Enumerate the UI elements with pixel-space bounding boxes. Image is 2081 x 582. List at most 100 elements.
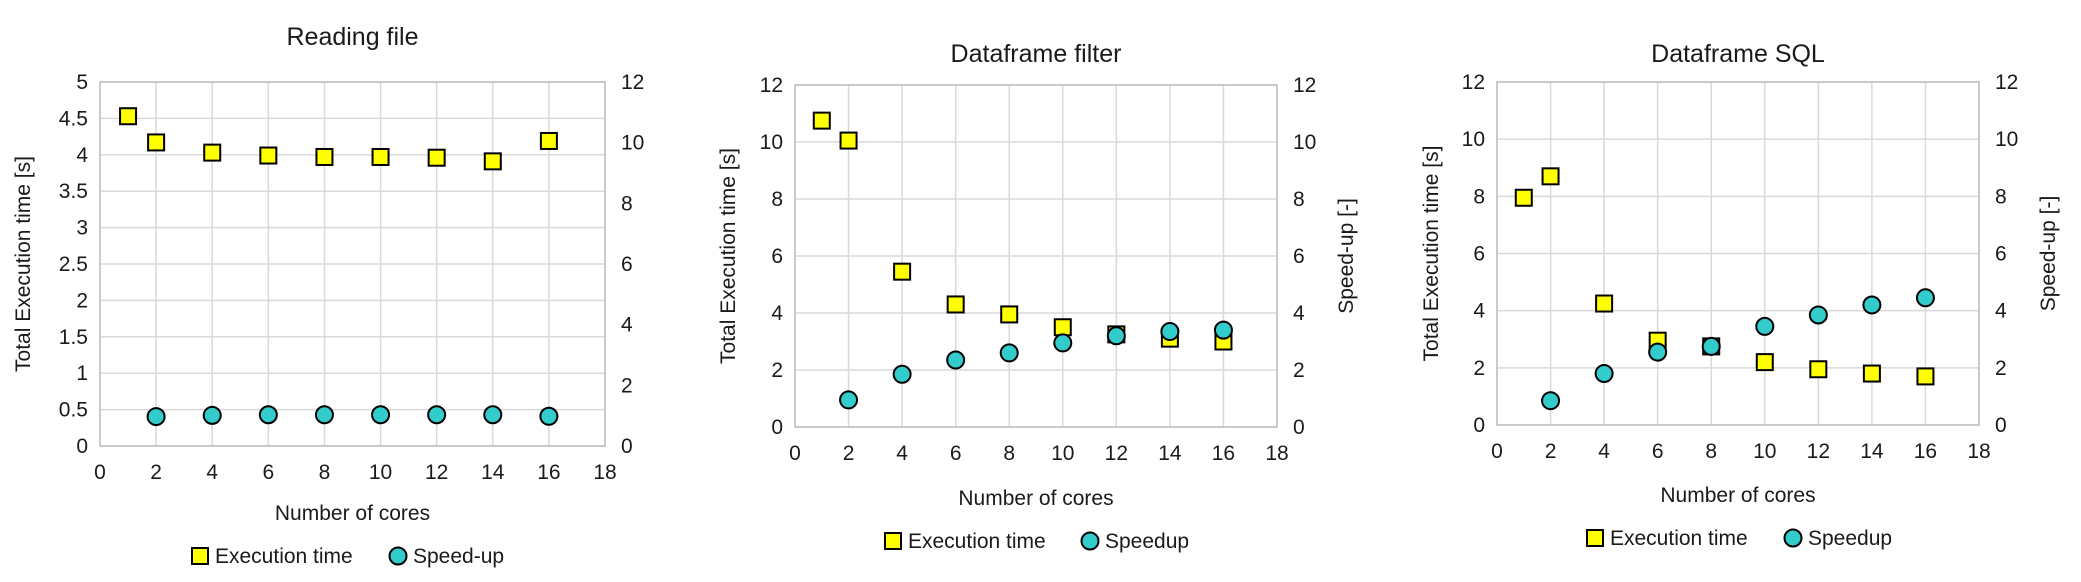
plot-frame bbox=[794, 84, 1278, 428]
legend-square-icon bbox=[1586, 529, 1604, 547]
x-tick-label: 10 bbox=[369, 461, 392, 484]
y-tick-label: 4 bbox=[771, 302, 783, 325]
speedup-marker bbox=[1648, 342, 1668, 362]
x-tick-label: 14 bbox=[1860, 440, 1884, 463]
y-tick-label: 8 bbox=[1473, 185, 1485, 208]
x-tick-label: 4 bbox=[1598, 440, 1610, 463]
speedup-marker bbox=[1213, 320, 1233, 340]
x-tick-label: 10 bbox=[1051, 442, 1074, 465]
y2-tick-label: 12 bbox=[1995, 71, 2018, 94]
execution-time-marker bbox=[371, 147, 390, 166]
y2-tick-label: 8 bbox=[621, 192, 633, 215]
y2-tick-label: 2 bbox=[621, 374, 633, 397]
series-execution-time bbox=[812, 111, 1233, 351]
x-tick-label: 4 bbox=[896, 442, 908, 465]
x-tick-label: 4 bbox=[206, 461, 218, 484]
execution-time-marker bbox=[315, 147, 334, 166]
x-tick-label: 18 bbox=[1967, 440, 1990, 463]
y2-tick-label: 8 bbox=[1293, 188, 1305, 211]
speedup-marker bbox=[1701, 336, 1721, 356]
series-execution-time bbox=[1514, 167, 1935, 386]
y2-tick-label: 6 bbox=[1995, 243, 2007, 266]
speedup-marker bbox=[1160, 322, 1180, 342]
execution-time-marker bbox=[1000, 305, 1019, 324]
y2-tick-label: 0 bbox=[621, 435, 633, 458]
speedup-marker bbox=[258, 405, 278, 425]
speedup-marker bbox=[1053, 333, 1073, 353]
x-tick-label: 2 bbox=[1545, 440, 1557, 463]
execution-time-marker bbox=[1595, 294, 1614, 313]
x-tick-label: 14 bbox=[1158, 442, 1182, 465]
y-tick-label: 5 bbox=[76, 71, 88, 94]
speedup-marker bbox=[539, 406, 559, 426]
legend-circle-icon bbox=[1783, 528, 1803, 548]
y-tick-label: 4.5 bbox=[59, 107, 88, 130]
y-tick-label: 2 bbox=[771, 359, 783, 382]
chart-title: Dataframe SQL bbox=[1651, 40, 1825, 68]
x-axis-label: Number of cores bbox=[275, 502, 430, 525]
speedup-marker bbox=[1808, 305, 1828, 325]
y2-tick-label: 2 bbox=[1995, 357, 2007, 380]
execution-time-marker bbox=[1541, 167, 1560, 186]
speedup-marker bbox=[1862, 295, 1882, 315]
execution-time-marker bbox=[259, 146, 278, 165]
x-tick-label: 2 bbox=[843, 442, 855, 465]
execution-time-marker bbox=[427, 148, 446, 167]
y2-axis-label: Speed-up [-] bbox=[2037, 196, 2060, 312]
speedup-marker bbox=[202, 405, 222, 425]
execution-time-marker bbox=[203, 143, 222, 162]
legend-label: Execution time bbox=[215, 545, 353, 568]
speedup-marker bbox=[314, 405, 334, 425]
x-axis-label: Number of cores bbox=[1660, 484, 1815, 507]
y-tick-label: 8 bbox=[771, 188, 783, 211]
y-tick-label: 0 bbox=[771, 416, 783, 439]
x-tick-label: 16 bbox=[1212, 442, 1235, 465]
speedup-marker bbox=[146, 407, 166, 427]
x-axis-label: Number of cores bbox=[958, 487, 1113, 510]
legend-label: Execution time bbox=[1610, 527, 1748, 550]
y-tick-label: 12 bbox=[760, 74, 783, 97]
y2-tick-label: 0 bbox=[1995, 414, 2007, 437]
speedup-marker bbox=[1755, 316, 1775, 336]
y2-tick-label: 2 bbox=[1293, 359, 1305, 382]
y-tick-label: 10 bbox=[760, 131, 783, 154]
legend-square-icon bbox=[884, 532, 902, 550]
y-tick-label: 0 bbox=[76, 435, 88, 458]
execution-time-marker bbox=[1916, 367, 1935, 386]
x-tick-label: 16 bbox=[537, 461, 560, 484]
y2-tick-label: 6 bbox=[1293, 245, 1305, 268]
execution-time-marker bbox=[1053, 318, 1072, 337]
y2-tick-label: 10 bbox=[621, 132, 644, 155]
execution-time-marker bbox=[812, 111, 831, 130]
x-tick-label: 0 bbox=[1491, 440, 1503, 463]
x-tick-label: 0 bbox=[94, 461, 106, 484]
y-tick-label: 6 bbox=[771, 245, 783, 268]
y2-tick-label: 10 bbox=[1293, 131, 1316, 154]
y-tick-label: 3.5 bbox=[59, 180, 88, 203]
x-tick-label: 8 bbox=[1705, 440, 1717, 463]
speedup-marker bbox=[892, 364, 912, 384]
y-axis-label: Total Execution time [s] bbox=[12, 156, 35, 372]
y-tick-label: 4 bbox=[76, 144, 88, 167]
speedup-marker bbox=[1594, 364, 1614, 384]
speedup-marker bbox=[371, 405, 391, 425]
chart-panel-1: 00.511.522.533.544.550 2 4 6 8 10 12 14 16 180246… bbox=[12, 23, 644, 568]
speedup-marker bbox=[999, 343, 1019, 363]
y-tick-label: 3 bbox=[76, 217, 88, 240]
y-tick-label: 2.5 bbox=[59, 253, 88, 276]
x-tick-label: 12 bbox=[425, 461, 448, 484]
x-tick-label: 18 bbox=[1265, 442, 1288, 465]
legend-label: Execution time bbox=[908, 530, 1046, 553]
x-tick-label: 8 bbox=[319, 461, 331, 484]
y2-tick-label: 4 bbox=[1995, 300, 2007, 323]
execution-time-marker bbox=[1514, 188, 1533, 207]
y2-tick-label: 6 bbox=[621, 253, 633, 276]
x-tick-label: 2 bbox=[150, 461, 162, 484]
y2-tick-label: 12 bbox=[621, 71, 644, 94]
legend-circle-icon bbox=[1080, 531, 1100, 551]
y-tick-label: 0.5 bbox=[59, 399, 88, 422]
